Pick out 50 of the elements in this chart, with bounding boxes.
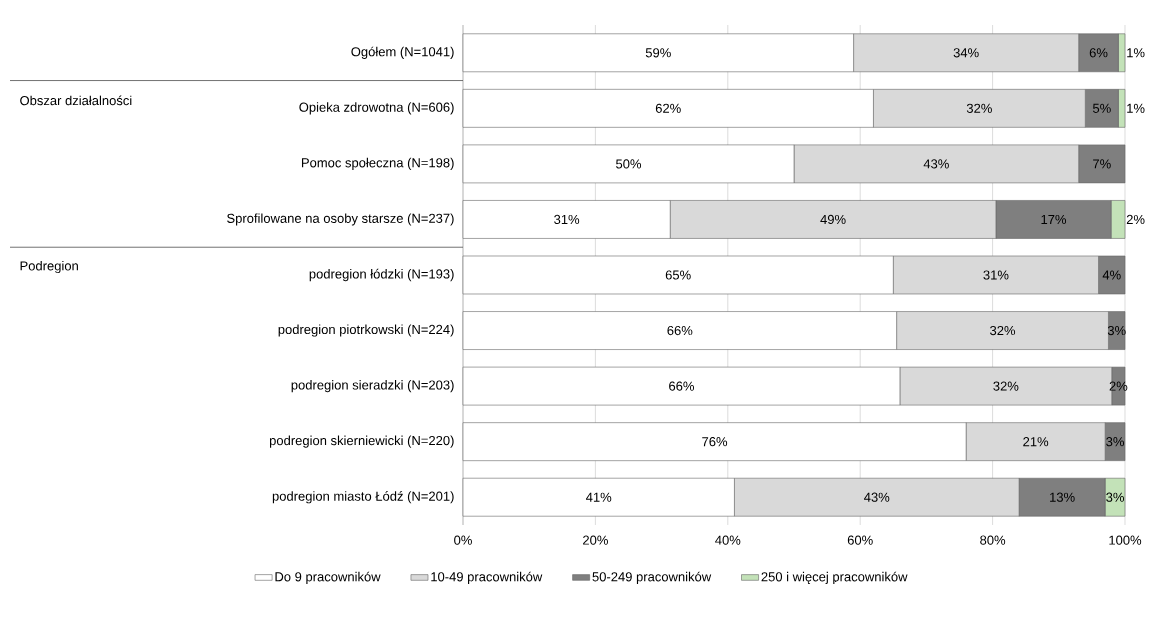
data-label: 43% xyxy=(864,492,890,502)
data-label: 66% xyxy=(669,381,695,391)
legend-label: 250 i więcej pracowników xyxy=(761,571,908,584)
data-label: 5% xyxy=(1092,103,1111,113)
y-tick-label: podregion skierniewicki (N=220) xyxy=(269,435,454,448)
y-tick-label: Sprofilowane na osoby starsze (N=237) xyxy=(227,213,454,226)
y-tick-label: podregion sieradzki (N=203) xyxy=(291,380,454,393)
data-label: 31% xyxy=(983,270,1009,280)
data-label: 62% xyxy=(655,103,681,113)
data-label: 13% xyxy=(1050,492,1075,502)
data-label: 2% xyxy=(1126,214,1145,225)
x-tick-label: 0% xyxy=(454,535,472,545)
y-tick-label: podregion piotrkowski (N=224) xyxy=(278,324,454,337)
y-tick-label: Ogółem (N=1041) xyxy=(351,46,454,59)
data-label: 65% xyxy=(665,270,691,280)
text: Podregion xyxy=(20,260,78,274)
data-label: 1% xyxy=(1127,48,1145,58)
y-tick-label: podregion łódzki (N=193) xyxy=(309,268,454,282)
x-tick-label: 40% xyxy=(715,535,741,545)
data-label: 50% xyxy=(616,159,642,169)
data-label: 32% xyxy=(993,381,1019,391)
data-label: 59% xyxy=(645,48,671,58)
data-label: 49% xyxy=(820,214,846,225)
y-tick-label: Opieka zdrowotna (N=606) xyxy=(299,102,454,115)
y-tick-label: Pomoc społeczna (N=198) xyxy=(301,157,454,170)
legend-label: 50-249 pracowników xyxy=(592,571,712,584)
data-label: 34% xyxy=(953,48,979,58)
data-label: 31% xyxy=(554,214,580,225)
data-label: 6% xyxy=(1089,48,1108,58)
data-label: 32% xyxy=(990,325,1016,336)
data-label: 17% xyxy=(1041,214,1067,224)
x-tick-label: 80% xyxy=(980,535,1006,545)
data-label: 66% xyxy=(667,325,693,336)
data-label: 43% xyxy=(923,159,949,169)
data-label: 21% xyxy=(1023,437,1049,447)
data-label: 4% xyxy=(1102,270,1121,280)
data-label: 76% xyxy=(702,437,728,447)
data-label: 41% xyxy=(586,492,612,502)
data-label: 3% xyxy=(1106,492,1125,502)
data-label: 3% xyxy=(1106,437,1125,447)
legend-label: Do 9 pracowników xyxy=(275,571,381,584)
data-label: 1% xyxy=(1127,103,1145,113)
legend-label: 10-49 pracowników xyxy=(431,571,543,584)
x-tick-label: 20% xyxy=(583,535,608,545)
y-tick-label: podregion miasto Łódź (N=201) xyxy=(272,491,454,504)
data-label: 7% xyxy=(1093,159,1111,169)
data-label: 32% xyxy=(966,103,992,113)
x-tick-label: 100% xyxy=(1109,535,1142,545)
x-tick-label: 60% xyxy=(847,535,873,545)
text: Obszar działalności xyxy=(20,95,132,106)
